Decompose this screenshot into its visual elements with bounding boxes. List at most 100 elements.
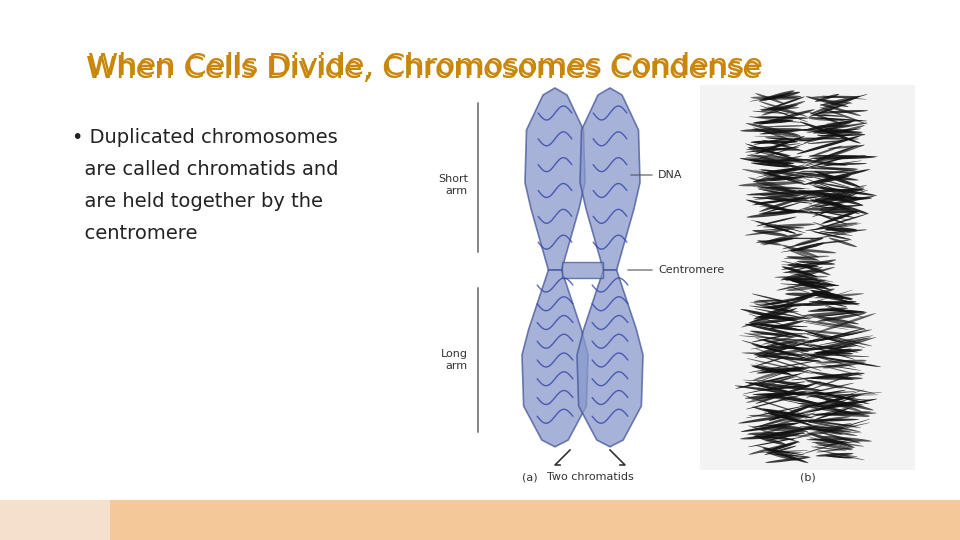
Ellipse shape [816,453,853,456]
Ellipse shape [806,429,844,431]
Ellipse shape [795,273,836,286]
Ellipse shape [809,383,854,394]
Ellipse shape [758,316,796,320]
Ellipse shape [747,316,807,325]
Ellipse shape [817,166,859,172]
Ellipse shape [770,320,804,329]
Ellipse shape [747,366,805,386]
Ellipse shape [817,110,868,113]
Ellipse shape [761,101,805,116]
Ellipse shape [822,211,859,224]
Ellipse shape [819,392,869,404]
Ellipse shape [760,296,814,306]
Ellipse shape [745,324,809,339]
Ellipse shape [808,155,857,156]
Ellipse shape [822,100,852,104]
Ellipse shape [759,90,795,101]
Ellipse shape [818,183,863,191]
Ellipse shape [750,154,801,170]
Ellipse shape [794,290,826,299]
Ellipse shape [811,156,878,158]
Ellipse shape [813,392,862,400]
Ellipse shape [819,209,853,213]
Ellipse shape [812,96,856,98]
Ellipse shape [746,200,795,213]
Ellipse shape [810,167,857,170]
Ellipse shape [801,428,862,433]
Ellipse shape [816,192,863,206]
Ellipse shape [810,199,843,206]
Ellipse shape [800,426,857,436]
Ellipse shape [808,118,845,121]
Ellipse shape [785,293,818,296]
Ellipse shape [769,405,812,421]
Ellipse shape [750,159,794,164]
Ellipse shape [777,280,827,291]
Ellipse shape [757,189,804,197]
Ellipse shape [804,207,850,211]
Ellipse shape [813,343,853,349]
Ellipse shape [816,316,859,325]
Ellipse shape [756,228,787,231]
Ellipse shape [785,267,835,281]
Ellipse shape [804,178,858,198]
Ellipse shape [826,306,857,314]
Ellipse shape [809,184,850,198]
Ellipse shape [765,432,804,441]
Ellipse shape [819,419,871,435]
Ellipse shape [757,240,782,246]
Ellipse shape [810,113,842,124]
Ellipse shape [782,278,824,281]
Ellipse shape [791,242,825,251]
Ellipse shape [813,421,856,427]
Ellipse shape [793,350,856,368]
Ellipse shape [816,396,874,410]
Ellipse shape [813,394,879,396]
Ellipse shape [804,156,851,168]
Ellipse shape [801,395,871,400]
Ellipse shape [772,381,809,387]
Ellipse shape [775,276,828,278]
Ellipse shape [741,353,816,356]
Ellipse shape [752,197,818,201]
Ellipse shape [766,194,806,200]
Ellipse shape [746,143,801,150]
Ellipse shape [756,338,805,351]
Ellipse shape [805,390,846,397]
Ellipse shape [809,355,881,367]
Ellipse shape [786,284,833,291]
Ellipse shape [809,231,858,240]
Ellipse shape [823,163,867,165]
Ellipse shape [811,442,844,443]
Ellipse shape [801,406,870,417]
Ellipse shape [817,129,861,134]
Ellipse shape [755,414,808,428]
Ellipse shape [754,343,797,355]
Ellipse shape [791,373,859,380]
Ellipse shape [808,230,851,239]
Bar [700,85,915,470]
Ellipse shape [767,176,804,181]
Ellipse shape [749,148,791,156]
Ellipse shape [772,451,804,453]
Ellipse shape [813,122,852,134]
Ellipse shape [800,404,864,407]
Ellipse shape [804,174,851,187]
Ellipse shape [814,293,864,298]
Ellipse shape [805,380,843,388]
Ellipse shape [808,392,849,398]
Ellipse shape [751,96,799,100]
Ellipse shape [807,140,843,144]
Ellipse shape [798,391,861,396]
Ellipse shape [794,138,859,139]
Ellipse shape [758,170,814,174]
Ellipse shape [752,294,796,305]
Ellipse shape [758,116,809,119]
Ellipse shape [823,190,868,204]
Ellipse shape [819,335,874,345]
Ellipse shape [754,138,788,145]
Ellipse shape [756,142,809,160]
Ellipse shape [816,125,850,127]
Ellipse shape [776,96,802,98]
Ellipse shape [749,360,821,373]
